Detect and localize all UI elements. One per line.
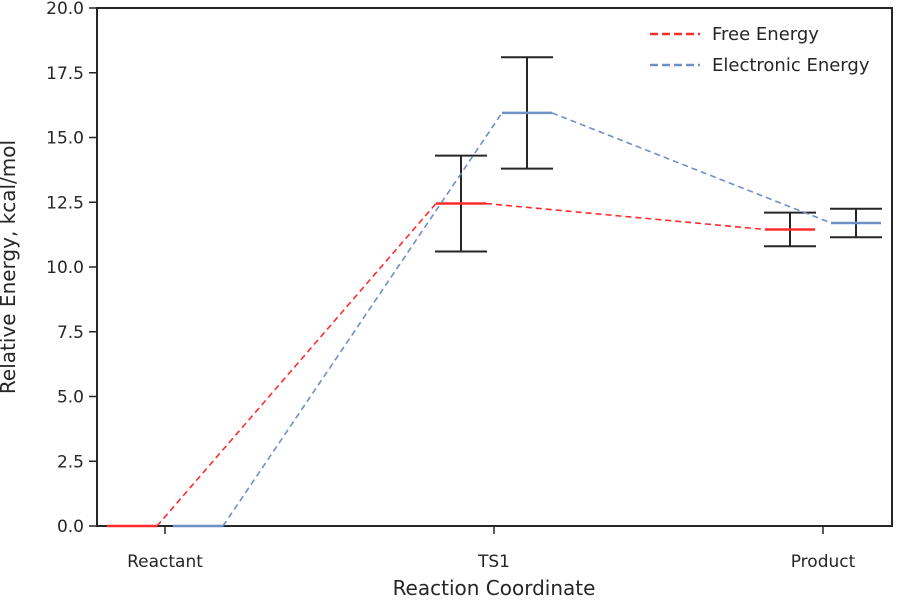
series-connector xyxy=(156,203,437,527)
series-lines xyxy=(107,111,881,528)
y-tick-label: 12.5 xyxy=(46,193,84,213)
legend: Free Energy Electronic Energy xyxy=(650,24,870,76)
y-axis-label: Relative Energy, kcal/mol xyxy=(0,140,20,394)
x-axis-label: Reaction Coordinate xyxy=(393,576,596,600)
series-connector xyxy=(222,112,503,527)
y-axis: 0.0 2.5 5.0 7.5 10.0 12.5 15.0 17.5 20.0 xyxy=(46,0,97,537)
x-tick-label: TS1 xyxy=(477,552,510,572)
y-tick-label: 10.0 xyxy=(46,258,84,278)
legend-label-electronic-energy: Electronic Energy xyxy=(712,55,870,76)
y-tick-label: 20.0 xyxy=(46,0,84,19)
legend-label-free-energy: Free Energy xyxy=(712,24,819,45)
x-tick-label: Reactant xyxy=(127,552,203,572)
y-tick-label: 5.0 xyxy=(57,388,84,408)
plot-area xyxy=(96,7,893,527)
series-connector xyxy=(485,202,766,231)
y-tick-label: 15.0 xyxy=(46,129,84,149)
x-axis: Reactant TS1 Product xyxy=(127,526,856,572)
y-tick-label: 0.0 xyxy=(57,517,84,537)
y-tick-label: 7.5 xyxy=(57,323,84,343)
y-tick-label: 17.5 xyxy=(46,64,84,84)
x-tick-label: Product xyxy=(791,552,856,572)
y-tick-label: 2.5 xyxy=(57,452,84,472)
